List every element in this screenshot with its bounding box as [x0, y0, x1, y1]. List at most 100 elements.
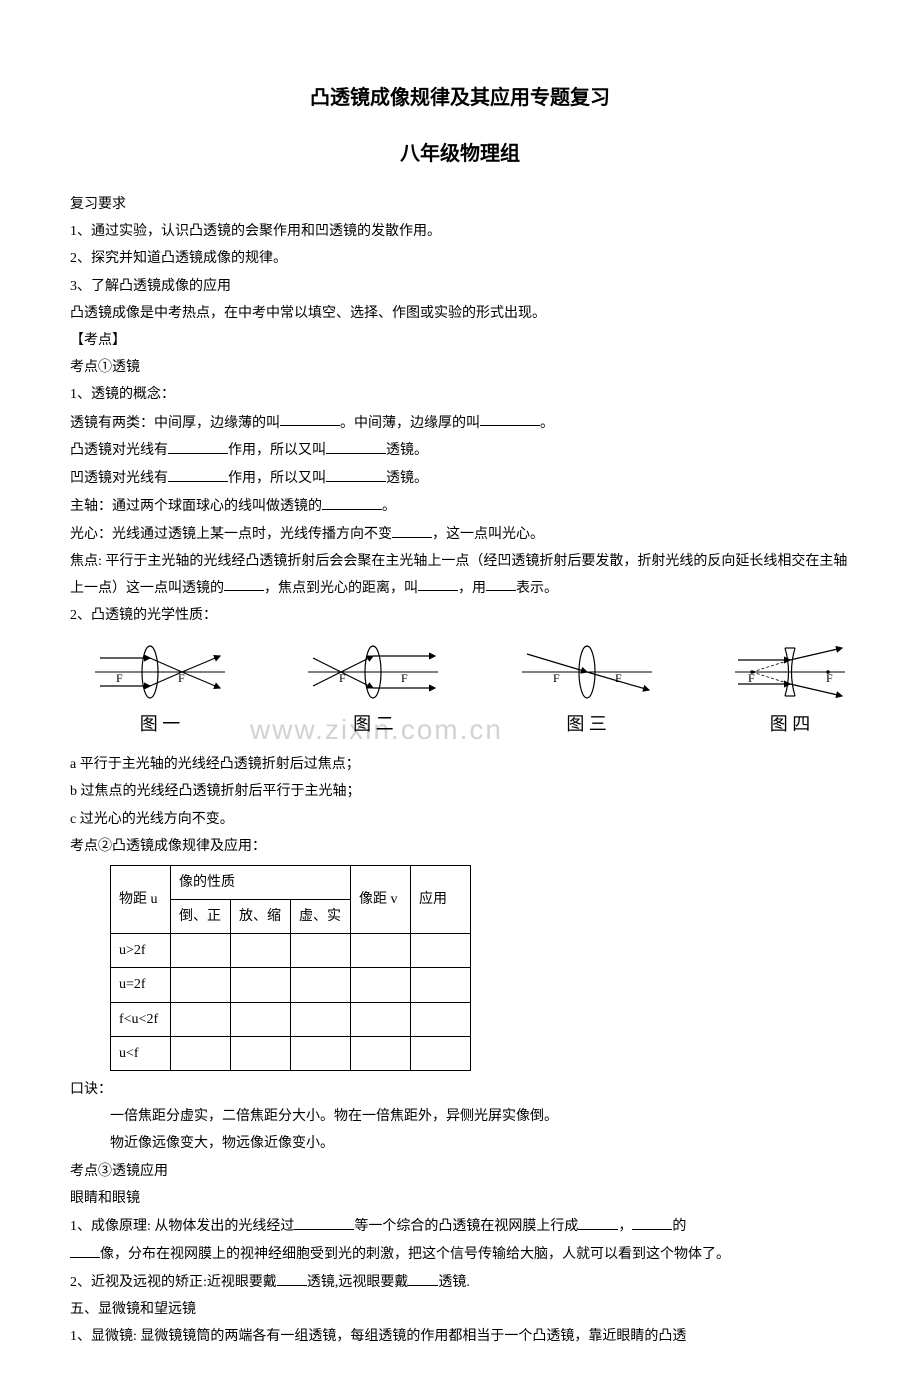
- requirement-note: 凸透镜成像是中考热点，在中考中常以填空、选择、作图或实验的形式出现。: [70, 301, 850, 326]
- eye-header: 眼睛和眼镜: [70, 1186, 850, 1211]
- text: 等一个综合的凸透镜在视网膜上行成: [354, 1219, 578, 1234]
- kp3-header: 考点③透镜应用: [70, 1159, 850, 1184]
- table-row: f<u<2f: [111, 1002, 471, 1036]
- col-image-distance: 像距 v: [351, 865, 411, 933]
- blank: [326, 437, 386, 454]
- kp1-optical-properties: 2、凸透镜的光学性质：: [70, 603, 850, 628]
- section5-header: 五、显微镜和望远镜: [70, 1297, 850, 1322]
- cell: u=2f: [111, 968, 171, 1002]
- blank-concave: [480, 410, 540, 427]
- diagram-3: F F 图 三: [517, 640, 657, 740]
- section-review-header: 复习要求: [70, 192, 850, 217]
- text: 主轴：通过两个球面球心的线叫做透镜的: [70, 499, 322, 514]
- subcol-real-virtual: 虚、实: [291, 900, 351, 934]
- imaging-rules-table: 物距 u 像的性质 像距 v 应用 倒、正 放、缩 虚、实 u>2f u=2f …: [110, 865, 471, 1071]
- text: 透镜。: [386, 471, 428, 486]
- lens-diagram-4-svg: F F: [730, 640, 850, 704]
- text: 凹透镜对光线有: [70, 471, 168, 486]
- koujue-line-1: 一倍焦距分虚实，二倍焦距分大小。物在一倍焦距外，异侧光屏实像倒。: [70, 1104, 850, 1129]
- blank: [322, 493, 382, 510]
- cell: u>2f: [111, 934, 171, 968]
- text: 2、近视及远视的矫正:近视眼要戴: [70, 1275, 277, 1290]
- koujue-header: 口诀：: [70, 1077, 850, 1102]
- text: 。中间薄，边缘厚的叫: [340, 415, 480, 430]
- diagram-2-label: 图 二: [353, 708, 394, 740]
- table-row: u>2f: [111, 934, 471, 968]
- eye-imaging-line2: 像，分布在视网膜上的视神经细胞受到光的刺激，把这个信号传输给大脑，人就可以看到这…: [70, 1241, 850, 1267]
- property-b: b 过焦点的光线经凸透镜折射后平行于主光轴；: [70, 779, 850, 804]
- text: 透镜有两类：中间厚，边缘薄的叫: [70, 415, 280, 430]
- text: ，用: [458, 580, 486, 595]
- eye-imaging-line: 1、成像原理: 从物体发出的光线经过 等一个综合的凸透镜在视网膜上行成 ， 的: [70, 1213, 850, 1239]
- table-header-row: 物距 u 像的性质 像距 v 应用: [111, 865, 471, 899]
- blank: [224, 575, 264, 592]
- col-application: 应用: [411, 865, 471, 933]
- koujue-line-2: 物近像远像变大，物远像近像变小。: [70, 1131, 850, 1156]
- text: 光心：光线通过透镜上某一点时，光线传播方向不变: [70, 527, 392, 542]
- main-axis-line: 主轴：通过两个球面球心的线叫做透镜的 。: [70, 493, 850, 519]
- svg-text:F: F: [553, 671, 560, 685]
- text: 。: [382, 499, 396, 514]
- text: 作用，所以又叫: [228, 471, 326, 486]
- requirement-2: 2、探究并知道凸透镜成像的规律。: [70, 246, 850, 271]
- subcol-orientation: 倒、正: [171, 900, 231, 934]
- lens-types-line: 透镜有两类：中间厚，边缘薄的叫 。中间薄，边缘厚的叫 。: [70, 410, 850, 436]
- text: 。: [540, 415, 554, 430]
- concave-effect-line: 凹透镜对光线有 作用，所以又叫 透镜。: [70, 465, 850, 491]
- text: 透镜.: [438, 1275, 470, 1290]
- property-c: c 过光心的光线方向不变。: [70, 807, 850, 832]
- convex-effect-line: 凸透镜对光线有 作用，所以又叫 透镜。: [70, 437, 850, 463]
- blank: [392, 521, 432, 538]
- diagram-3-label: 图 三: [566, 708, 607, 740]
- subcol-size: 放、缩: [231, 900, 291, 934]
- page-title: 凸透镜成像规律及其应用专题复习: [70, 80, 850, 116]
- col-image-property: 像的性质: [171, 865, 351, 899]
- diagram-4-label: 图 四: [770, 708, 811, 740]
- requirement-1: 1、通过实验，认识凸透镜的会聚作用和凹透镜的发散作用。: [70, 219, 850, 244]
- text: ，: [618, 1219, 632, 1234]
- lens-diagram-1-svg: F F: [90, 640, 230, 704]
- kp1-concept-header: 1、透镜的概念：: [70, 382, 850, 407]
- table-row: u=2f: [111, 968, 471, 1002]
- microscope-line: 1、显微镜: 显微镜镜筒的两端各有一组透镜，每组透镜的作用都相当于一个凸透镜，靠…: [70, 1324, 850, 1349]
- property-a: a 平行于主光轴的光线经凸透镜折射后过焦点；: [70, 752, 850, 777]
- blank: [408, 1269, 438, 1286]
- kp2-header: 考点②凸透镜成像规律及应用：: [70, 834, 850, 859]
- blank: [277, 1269, 307, 1286]
- text: ，这一点叫光心。: [432, 527, 544, 542]
- text: 的: [672, 1219, 686, 1234]
- blank: [326, 465, 386, 482]
- svg-text:F: F: [401, 671, 408, 685]
- blank: [578, 1213, 618, 1230]
- diagram-2: F F 图 二: [303, 640, 443, 740]
- text: ，焦点到光心的距离，叫: [264, 580, 418, 595]
- myopia-correction-line: 2、近视及远视的矫正:近视眼要戴 透镜,远视眼要戴 透镜.: [70, 1269, 850, 1295]
- focal-point-line: 焦点: 平行于主光轴的光线经凸透镜折射后会会聚在主光轴上一点（经凹透镜折射后要发…: [70, 549, 850, 600]
- requirement-3: 3、了解凸透镜成像的应用: [70, 274, 850, 299]
- blank: [168, 437, 228, 454]
- kaodian-header: 【考点】: [70, 328, 850, 353]
- text: 凸透镜对光线有: [70, 443, 168, 458]
- cell: f<u<2f: [111, 1002, 171, 1036]
- svg-text:F: F: [116, 671, 123, 685]
- text: 像，分布在视网膜上的视神经细胞受到光的刺激，把这个信号传输给大脑，人就可以看到这…: [100, 1247, 730, 1262]
- text: 透镜。: [386, 443, 428, 458]
- lens-diagram-2-svg: F F: [303, 640, 443, 704]
- kp1-header: 考点①透镜: [70, 355, 850, 380]
- lens-diagrams-row: F F 图 一 F F 图 二: [90, 640, 850, 740]
- text: 1、成像原理: 从物体发出的光线经过: [70, 1219, 294, 1234]
- page-subtitle: 八年级物理组: [70, 136, 850, 172]
- blank: [486, 575, 516, 592]
- blank: [294, 1213, 354, 1230]
- text: 透镜,远视眼要戴: [307, 1275, 409, 1290]
- table-row: u<f: [111, 1036, 471, 1070]
- blank: [418, 575, 458, 592]
- optical-center-line: 光心：光线通过透镜上某一点时，光线传播方向不变 ，这一点叫光心。: [70, 521, 850, 547]
- text: 表示。: [516, 580, 558, 595]
- blank: [168, 465, 228, 482]
- blank: [70, 1241, 100, 1258]
- blank-convex: [280, 410, 340, 427]
- text: 作用，所以又叫: [228, 443, 326, 458]
- blank: [632, 1213, 672, 1230]
- lens-diagram-3-svg: F F: [517, 640, 657, 704]
